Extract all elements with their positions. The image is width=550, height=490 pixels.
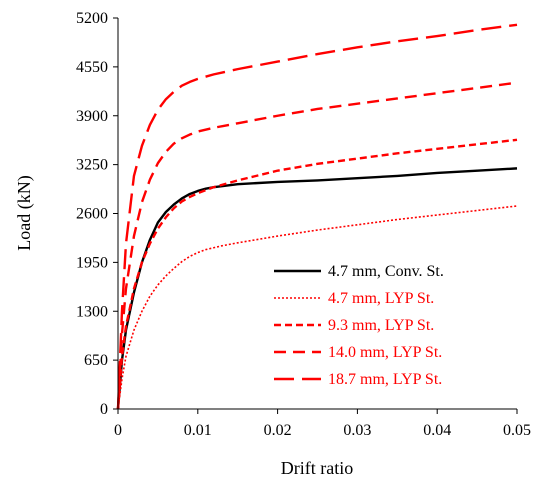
y-tick-label: 1950: [76, 254, 108, 271]
y-tick-label: 3900: [76, 108, 108, 125]
y-tick-label: 0: [100, 401, 108, 418]
x-tick-label: 0.05: [503, 422, 531, 439]
axes: [117, 18, 517, 410]
series-layer: [116, 23, 518, 410]
series-line-14-0-mm-lyp-st: [116, 81, 518, 410]
y-ticks: 0 650 1300 1950 2600 3250 3900 4550 5200: [76, 10, 118, 418]
legend-label-14-0-mm-lyp-st: 14.0 mm, LYP St.: [328, 344, 442, 361]
x-tick-label: 0.01: [184, 422, 212, 439]
x-ticks: 0 0.01 0.02 0.03 0.04 0.05: [114, 409, 531, 439]
y-tick-label: 2600: [76, 206, 108, 223]
x-axis-title: Drift ratio: [281, 458, 353, 478]
legend: 4.7 mm, Conv. St. 4.7 mm, LYP St. 9.3 mm, …: [274, 263, 444, 388]
legend-label-4-7-mm-lyp-st: 4.7 mm, LYP St.: [328, 290, 434, 307]
series-line-18-7-mm-lyp-st: [116, 23, 518, 410]
x-tick-label: 0.02: [264, 422, 292, 439]
y-tick-label: 3250: [76, 157, 108, 174]
x-tick-label: 0.03: [343, 422, 371, 439]
y-axis-title: Load (kN): [14, 175, 35, 250]
y-tick-label: 650: [84, 352, 108, 369]
x-tick-label: 0.04: [423, 422, 451, 439]
series-line-9-3-mm-lyp-st: [116, 138, 518, 410]
y-tick-label: 1300: [76, 303, 108, 320]
x-tick-label: 0: [114, 422, 122, 439]
y-tick-label: 5200: [76, 10, 108, 27]
legend-label-18-7-mm-lyp-st: 18.7 mm, LYP St.: [328, 371, 442, 388]
y-tick-label: 4550: [76, 59, 108, 76]
legend-label-9-3-mm-lyp-st: 9.3 mm, LYP St.: [328, 317, 434, 334]
series-line-4-7-mm-conv-st: [116, 167, 518, 410]
legend-label-4-7-mm-conv-st: 4.7 mm, Conv. St.: [328, 263, 444, 280]
